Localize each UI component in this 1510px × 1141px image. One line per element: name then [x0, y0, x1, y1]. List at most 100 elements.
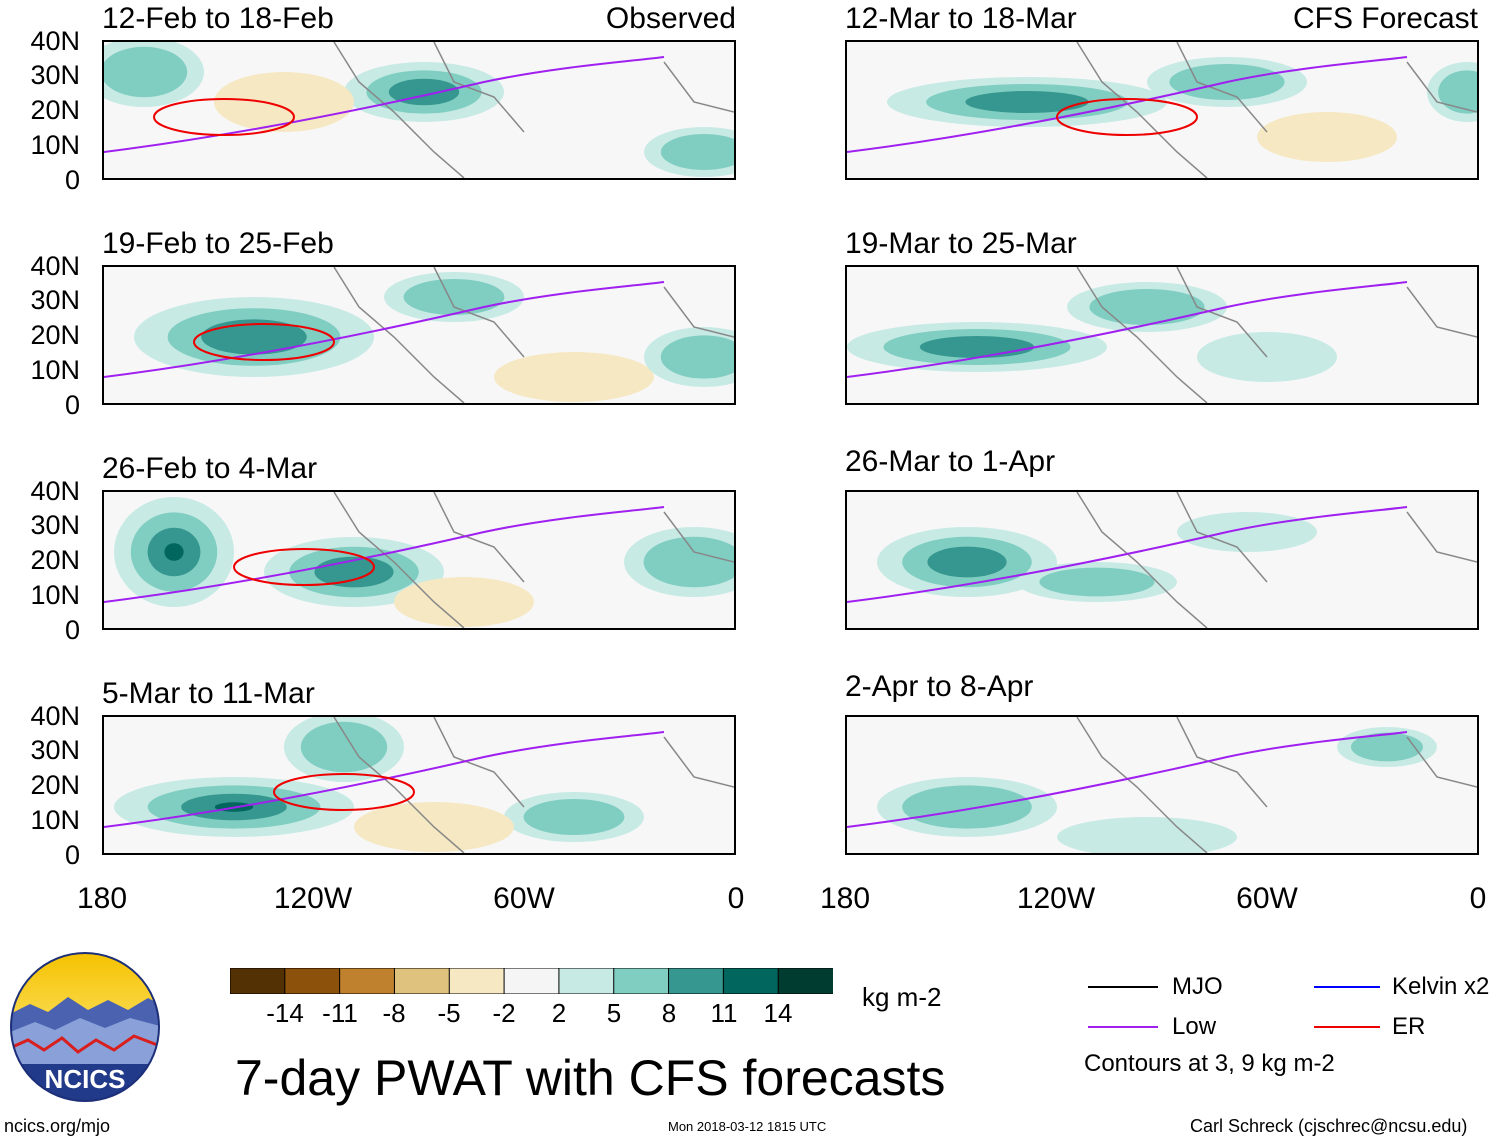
pwat-field [104, 42, 734, 178]
pwat-field [847, 42, 1477, 178]
moist-anomaly [1351, 732, 1423, 762]
moist-anomaly [164, 543, 184, 561]
colorbar [229, 967, 834, 995]
map [102, 715, 736, 855]
logo-graphic [10, 952, 160, 1102]
lat-label: 20N [30, 95, 80, 125]
lat-label: 30N [30, 285, 80, 315]
er-contour [273, 773, 415, 811]
panel-title: 12-Feb to 18-Feb [102, 2, 334, 35]
low-contour [104, 731, 665, 828]
colorbar-tick-label: 2 [551, 998, 567, 1028]
footer-credit: Carl Schreck (cjschrec@ncsu.edu) [1190, 1116, 1468, 1136]
lon-label: 180 [76, 882, 128, 915]
colorbar-swatch [777, 967, 834, 995]
lat-label: 0 [64, 390, 80, 420]
colorbar-tick-label: -11 [322, 998, 358, 1028]
pwat-field [104, 267, 734, 403]
observed-header: Observed [605, 2, 736, 35]
colorbar-tick-label: 5 [606, 998, 622, 1028]
lon-label: 120W [1016, 882, 1096, 915]
moist-anomaly [523, 799, 625, 835]
coastline [333, 267, 734, 403]
colorbar-swatches [229, 967, 834, 995]
moist-anomaly [1438, 70, 1477, 114]
moist-anomaly [300, 721, 388, 773]
pwat-field [847, 267, 1477, 403]
low-contour [847, 56, 1408, 153]
legend-line-er [1314, 1026, 1380, 1028]
coastline [1076, 492, 1477, 628]
colorbar-swatch [448, 967, 506, 995]
colorbar-tick-label: 8 [661, 998, 677, 1028]
colorbar-tick-label: -8 [382, 998, 406, 1028]
low-contour [104, 56, 665, 153]
lat-label: 10N [30, 130, 80, 160]
lat-label: 10N [30, 580, 80, 610]
moist-anomaly [965, 91, 1089, 113]
lat-label: 0 [64, 165, 80, 195]
map [845, 265, 1479, 405]
legend-label-low: Low [1172, 1013, 1217, 1040]
lat-label: 20N [30, 770, 80, 800]
er-contour [193, 323, 335, 361]
lat-label: 10N [30, 805, 80, 835]
logo-text: NCICS [44, 1064, 126, 1094]
pwat-field [847, 492, 1477, 628]
main-title: 7-day PWAT with CFS forecasts [235, 1050, 946, 1106]
panel-title: 26-Feb to 4-Mar [102, 452, 318, 485]
coastline [333, 42, 734, 178]
pwat-field [847, 717, 1477, 853]
lat-label: 20N [30, 320, 80, 350]
panel-title: 5-Mar to 11-Mar [102, 677, 315, 710]
map [102, 490, 736, 630]
legend-line-mjo [1088, 986, 1158, 988]
lon-label: 60W [493, 882, 555, 915]
panel-title: 19-Feb to 25-Feb [102, 227, 334, 260]
moist-anomaly [1089, 289, 1205, 325]
low-contour [104, 506, 665, 603]
panel-title: 19-Mar to 25-Mar [845, 227, 1077, 260]
legend-label-kelvin: Kelvin x2 [1392, 973, 1490, 1000]
lat-label: 10N [30, 355, 80, 385]
moist-anomaly [927, 546, 1007, 578]
cfs-forecast-header: CFS Forecast [1292, 2, 1478, 35]
lat-label: 30N [30, 510, 80, 540]
map [845, 40, 1479, 180]
pwat-field [104, 717, 734, 853]
coastline [333, 492, 734, 628]
colorbar-tick-label: 11 [710, 998, 738, 1028]
lon-label: 120W [273, 882, 353, 915]
colorbar-swatch [393, 967, 451, 995]
lat-label: 30N [30, 735, 80, 765]
lat-label: 40N [30, 701, 80, 731]
lat-label: 0 [64, 615, 80, 645]
coastline [1076, 267, 1477, 403]
colorbar-swatch [339, 967, 396, 995]
er-contour [1056, 98, 1198, 136]
map [102, 265, 736, 405]
lat-label: 0 [64, 840, 80, 870]
lat-label: 40N [30, 476, 80, 506]
lat-label: 40N [30, 251, 80, 281]
moist-anomaly [403, 279, 505, 315]
ncics-logo: NCICS [10, 952, 160, 1102]
coastline [1076, 717, 1477, 853]
map [845, 715, 1479, 855]
dry-anomaly [494, 352, 654, 402]
low-contour [847, 281, 1408, 378]
lon-label: 0 [1469, 882, 1487, 915]
colorbar-tick-label: 14 [763, 998, 793, 1028]
colorbar-swatch [558, 967, 615, 995]
coastline [1076, 42, 1477, 178]
pwat-field [104, 492, 734, 628]
footer-url: ncics.org/mjo [4, 1116, 111, 1136]
lon-label: 0 [727, 882, 745, 915]
legend-line-kelvin [1314, 986, 1380, 988]
er-contour [153, 98, 295, 136]
low-contour [104, 281, 665, 378]
moist-anomaly [1039, 567, 1155, 597]
contour-note: Contours at 3, 9 kg m-2 [1084, 1050, 1335, 1077]
moist-anomaly [660, 134, 734, 170]
colorbar-tick-label: -14 [266, 998, 304, 1028]
